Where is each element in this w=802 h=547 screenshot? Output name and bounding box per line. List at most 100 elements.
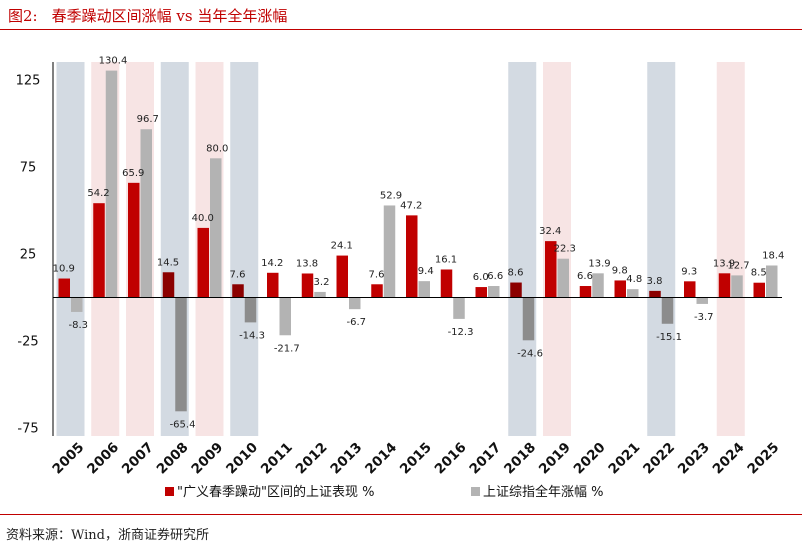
data-label-annual-2018: -24.6: [517, 348, 543, 359]
x-tick-label-2020: 2020: [571, 440, 609, 478]
x-tick-label-2008: 2008: [154, 440, 192, 478]
bar-spring-2010: [232, 284, 244, 298]
data-label-annual-2007: 96.7: [137, 114, 159, 125]
legend-label-annual: 上证综指全年涨幅 %: [483, 484, 604, 500]
x-tick-label-2017: 2017: [466, 440, 504, 478]
legend-swatch-spring: [165, 487, 174, 496]
data-label-annual-2021: 4.8: [626, 274, 642, 285]
bar-annual-2006: [105, 70, 118, 298]
bar-spring-2008: [162, 272, 175, 298]
data-label-spring-2022: 3.8: [647, 276, 663, 287]
bar-annual-2010: [244, 297, 257, 323]
bar-spring-2005: [58, 278, 70, 298]
data-label-spring-2008: 14.5: [157, 257, 179, 268]
y-tick-label: 75: [20, 161, 37, 176]
data-label-spring-2013: 24.1: [331, 241, 353, 252]
bar-annual-2022: [661, 297, 674, 324]
data-label-spring-2025: 8.5: [751, 268, 767, 279]
data-label-spring-2006: 54.2: [87, 188, 109, 199]
x-tick-label-2015: 2015: [397, 440, 435, 478]
title-divider: [0, 29, 802, 30]
footer-divider: [0, 514, 802, 515]
data-label-spring-2010: 7.6: [230, 269, 246, 280]
x-tick-label-2019: 2019: [536, 440, 574, 478]
data-label-spring-2017: 6.0: [473, 272, 489, 283]
x-tick-label-2013: 2013: [327, 440, 365, 478]
data-label-annual-2013: -6.7: [346, 317, 366, 328]
figure-title: 图2: 春季躁动区间涨幅 vs 当年全年涨幅: [8, 5, 287, 26]
data-label-annual-2020: 13.9: [588, 258, 610, 269]
source-note: 资料来源：Wind，浙商证券研究所: [6, 528, 209, 543]
highlight-band-2010: [230, 62, 259, 436]
bar-spring-2016: [440, 269, 453, 298]
bar-annual-2013: [349, 297, 361, 310]
data-label-annual-2017: 6.6: [487, 271, 503, 282]
bar-annual-2008: [175, 297, 187, 412]
bar-annual-2017: [488, 286, 500, 298]
x-tick-label-2025: 2025: [744, 440, 782, 478]
bar-spring-2023: [684, 281, 696, 298]
x-tick-label-2014: 2014: [362, 440, 400, 478]
data-label-spring-2014: 7.6: [369, 269, 385, 280]
y-tick-label: 125: [16, 74, 41, 89]
bar-annual-2019: [557, 258, 569, 298]
x-tick-label-2024: 2024: [710, 440, 748, 478]
data-label-spring-2007: 65.9: [122, 168, 144, 179]
figure-title-text: 春季躁动区间涨幅 vs 当年全年涨幅: [51, 7, 288, 25]
bar-annual-2016: [453, 297, 465, 319]
bar-spring-2012: [301, 273, 314, 298]
data-label-annual-2016: -12.3: [448, 327, 474, 338]
data-label-spring-2024: 13.9: [713, 258, 735, 269]
data-label-annual-2010: -14.3: [239, 330, 265, 341]
x-tick-label-2022: 2022: [640, 440, 678, 478]
data-label-annual-2006: 130.4: [99, 56, 128, 67]
bar-annual-2015: [418, 281, 430, 298]
data-label-annual-2015: 9.4: [418, 266, 434, 277]
bar-annual-2025: [766, 265, 778, 298]
data-label-annual-2019: 22.3: [554, 244, 576, 255]
data-label-spring-2020: 6.6: [577, 271, 593, 282]
bar-spring-2022: [649, 290, 661, 298]
legend-swatch-annual: [471, 487, 480, 496]
highlight-band-2018: [508, 62, 537, 436]
data-label-annual-2024: 12.7: [727, 260, 749, 271]
figure-number: 图2:: [8, 7, 38, 25]
x-tick-label-2011: 2011: [258, 440, 296, 478]
bar-spring-2024: [718, 273, 731, 298]
x-tick-label-2010: 2010: [223, 440, 261, 478]
data-label-spring-2023: 9.3: [681, 266, 697, 277]
legend-label-spring: "广义春季躁动"区间的上证表现 %: [177, 484, 374, 500]
data-label-annual-2023: -3.7: [694, 312, 714, 323]
data-label-spring-2012: 13.8: [296, 258, 318, 269]
data-label-spring-2018: 8.6: [508, 268, 524, 279]
bar-annual-2023: [696, 297, 708, 304]
y-tick-label: 25: [20, 248, 37, 263]
data-label-annual-2005: -8.3: [68, 320, 88, 331]
data-label-annual-2012: 3.2: [314, 277, 330, 288]
bar-spring-2019: [545, 241, 557, 298]
x-tick-label-2021: 2021: [605, 440, 643, 478]
data-label-annual-2022: -15.1: [656, 332, 682, 343]
bar-spring-2007: [128, 182, 140, 298]
x-tick-label-2006: 2006: [84, 440, 122, 478]
bar-spring-2006: [93, 203, 105, 298]
bar-annual-2005: [71, 297, 83, 312]
bar-annual-2018: [522, 297, 535, 341]
data-label-annual-2025: 18.4: [762, 250, 784, 261]
bar-chart: 125 75 25 -25 -75 10.9 -8.3 54.2 130.4 65.9 96.7 14…: [16, 56, 785, 500]
highlight-band-2024: [716, 62, 745, 436]
data-label-spring-2015: 47.2: [400, 200, 422, 211]
y-tick-label: -75: [17, 422, 38, 437]
bar-annual-2024: [731, 275, 743, 298]
data-label-annual-2008: -65.4: [170, 419, 196, 430]
data-label-annual-2011: -21.7: [274, 343, 300, 354]
bar-spring-2009: [197, 227, 209, 298]
bar-spring-2025: [753, 282, 765, 298]
bar-spring-2011: [267, 272, 279, 298]
bar-annual-2011: [279, 297, 291, 336]
data-label-spring-2011: 14.2: [261, 258, 283, 269]
data-label-spring-2021: 9.8: [612, 265, 628, 276]
data-label-annual-2014: 52.9: [380, 190, 402, 201]
x-tick-label-2012: 2012: [293, 440, 331, 478]
bar-spring-2017: [475, 287, 487, 298]
